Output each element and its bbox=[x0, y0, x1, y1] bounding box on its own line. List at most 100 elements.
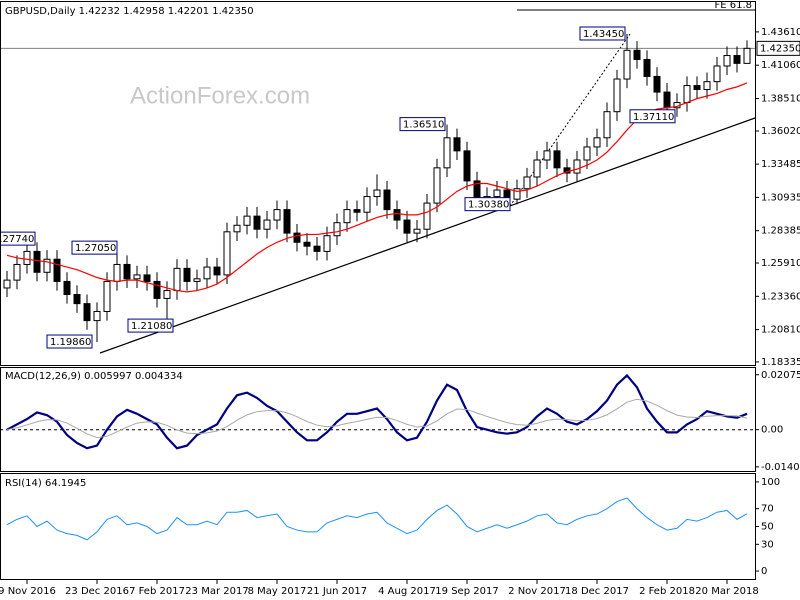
annotation-label: 1.27740 bbox=[0, 234, 34, 245]
candle-body bbox=[233, 224, 241, 233]
candle-body bbox=[133, 274, 141, 280]
x-tick-label: 2 Feb 2018 bbox=[639, 586, 695, 597]
y-tick-label: 1.25910 bbox=[761, 258, 800, 269]
y-tick-label: 1.36020 bbox=[761, 126, 800, 137]
series-line bbox=[6, 497, 748, 541]
price-header: GBPUSD,Daily 1.42232 1.42958 1.42201 1.4… bbox=[5, 6, 254, 17]
series-line bbox=[6, 373, 748, 450]
last-price-box bbox=[756, 40, 800, 56]
series-line bbox=[6, 398, 748, 439]
y-tick-label: 0.02075 bbox=[761, 370, 800, 381]
annotation-label: 1.36510 bbox=[403, 120, 444, 131]
annotation-box bbox=[71, 240, 118, 255]
candle-body bbox=[223, 231, 231, 276]
candle-body bbox=[323, 235, 331, 252]
y-tick-label: 1.38510 bbox=[761, 93, 800, 104]
candle-body bbox=[23, 250, 31, 265]
x-tick-label: 7 Feb 2017 bbox=[129, 586, 185, 597]
y-tick-label: 1.18335 bbox=[761, 357, 800, 368]
candle-body bbox=[743, 47, 751, 64]
candle-body bbox=[63, 280, 71, 295]
annotation-label: 1.19860 bbox=[50, 337, 91, 348]
candle-body bbox=[243, 215, 251, 226]
candle-body bbox=[603, 111, 611, 139]
annotation-label: 1.21080 bbox=[131, 321, 172, 332]
fe-label: FE 61.8 bbox=[714, 0, 752, 11]
y-tick-label: 1.23360 bbox=[761, 291, 800, 302]
annotation-box bbox=[464, 197, 511, 212]
candle-body bbox=[3, 279, 11, 289]
x-tick-label: 21 Jun 2017 bbox=[307, 586, 367, 597]
annotation-box bbox=[629, 109, 676, 124]
candle-body bbox=[123, 263, 131, 280]
y-tick-label: 1.43610 bbox=[761, 27, 800, 38]
price-panel-frame bbox=[0, 1, 756, 366]
candle-body bbox=[303, 241, 311, 247]
annotation-label: 1.37110 bbox=[633, 112, 674, 123]
y-tick-label: 1.33485 bbox=[761, 159, 800, 170]
last-price-label: 1.42350 bbox=[760, 43, 800, 54]
candle-body bbox=[513, 188, 521, 200]
candle-body bbox=[623, 49, 631, 80]
candle-body bbox=[383, 189, 391, 211]
candle-body bbox=[443, 137, 451, 169]
y-tick-label: 1.20810 bbox=[761, 325, 800, 336]
annotation-box bbox=[127, 318, 174, 333]
x-tick-label: 9 Nov 2016 bbox=[0, 586, 56, 597]
rsi-header: RSI(14) 64.1945 bbox=[5, 478, 86, 489]
projection-line bbox=[509, 33, 631, 207]
x-tick-label: 23 Mar 2017 bbox=[185, 586, 248, 597]
candle-body bbox=[143, 274, 151, 282]
candle-body bbox=[273, 209, 281, 221]
candle-body bbox=[543, 150, 551, 161]
candle-body bbox=[13, 263, 21, 281]
candle-body bbox=[353, 209, 361, 213]
macd-panel-frame bbox=[0, 367, 756, 472]
y-tick-label: 1.41060 bbox=[761, 60, 800, 71]
candle-body bbox=[663, 91, 671, 109]
candle-body bbox=[253, 215, 261, 230]
y-tick-label: -0.014032 bbox=[761, 462, 800, 473]
candle-body bbox=[203, 266, 211, 280]
candle-body bbox=[283, 209, 291, 234]
candle-body bbox=[653, 75, 661, 93]
annotation-label: 1.43450 bbox=[583, 29, 624, 40]
candle-body bbox=[263, 219, 271, 230]
candle-body bbox=[583, 146, 591, 161]
candle-body bbox=[93, 310, 101, 322]
watermark: ActionForex.com bbox=[130, 82, 310, 109]
annotation-label: 1.27050 bbox=[75, 243, 116, 254]
candle-body bbox=[43, 258, 51, 273]
x-tick-label: 2 Nov 2017 bbox=[508, 586, 566, 597]
annotation-label: 1.30380 bbox=[468, 200, 509, 211]
candle-body bbox=[463, 150, 471, 182]
y-tick-label: 0.00 bbox=[761, 425, 783, 436]
candle-body bbox=[363, 196, 371, 213]
y-tick-label: 1.30935 bbox=[761, 192, 800, 203]
annotation-box bbox=[0, 231, 36, 246]
candle-body bbox=[413, 228, 421, 234]
candle-body bbox=[593, 137, 601, 148]
candle-body bbox=[73, 293, 81, 305]
candle-body bbox=[403, 219, 411, 234]
candle-body bbox=[703, 81, 711, 90]
candle-body bbox=[733, 55, 741, 64]
candle-body bbox=[333, 222, 341, 237]
candle-body bbox=[293, 232, 301, 243]
candle-body bbox=[423, 202, 431, 230]
x-tick-label: 23 Dec 2016 bbox=[65, 586, 129, 597]
y-tick-label: 100 bbox=[761, 477, 780, 488]
candle-body bbox=[313, 245, 321, 252]
candle-body bbox=[723, 55, 731, 67]
annotation-box bbox=[46, 334, 93, 349]
candle-body bbox=[373, 189, 381, 198]
candle-body bbox=[163, 290, 171, 299]
x-tick-label: 19 Sep 2017 bbox=[435, 586, 498, 597]
candle-body bbox=[613, 78, 621, 113]
series-line bbox=[6, 82, 748, 293]
candle-body bbox=[523, 176, 531, 190]
candle-body bbox=[113, 263, 121, 282]
x-tick-label: 18 Dec 2017 bbox=[565, 586, 629, 597]
